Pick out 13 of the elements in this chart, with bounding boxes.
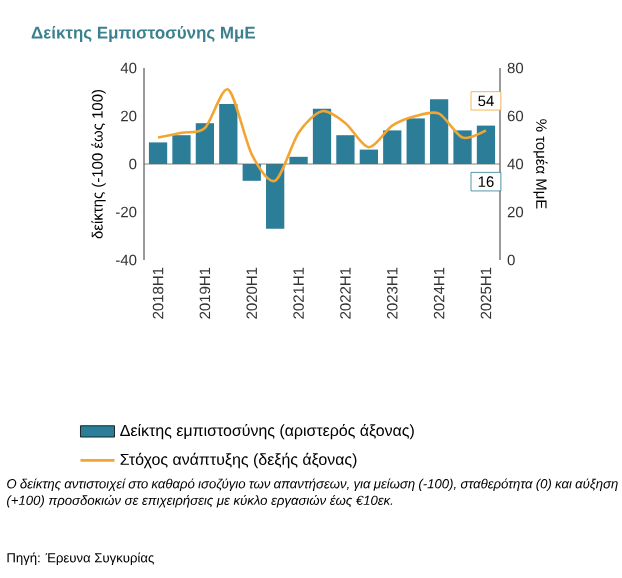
chart-title: Δείκτης Εμπιστοσύνης ΜμΕ <box>31 26 255 42</box>
bar <box>219 104 238 164</box>
bar <box>406 118 425 164</box>
bar <box>195 123 215 164</box>
bar <box>476 125 496 164</box>
bar <box>336 135 355 164</box>
bar <box>266 164 285 229</box>
bar <box>148 142 168 164</box>
bar <box>312 108 332 164</box>
bar <box>172 135 191 164</box>
bar <box>429 99 449 164</box>
bar <box>383 130 402 164</box>
bar <box>453 130 472 164</box>
